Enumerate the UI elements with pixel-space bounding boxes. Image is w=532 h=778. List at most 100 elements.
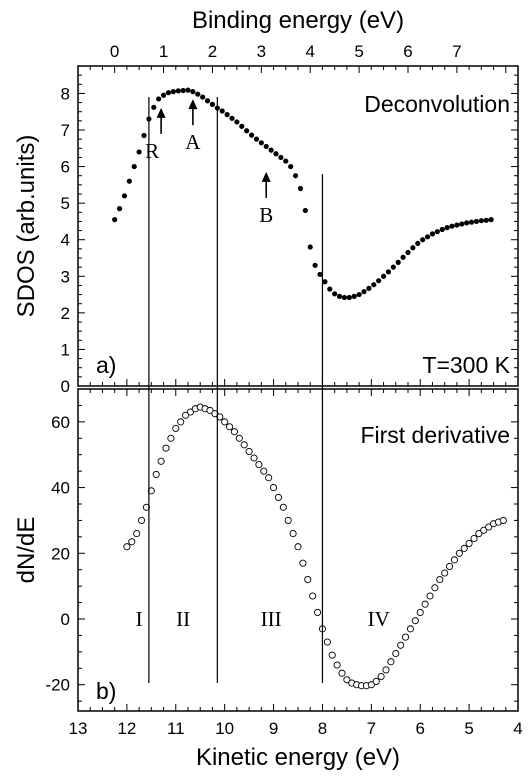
sdos-point xyxy=(424,234,431,240)
panel-b-series xyxy=(123,403,507,690)
derivative-point xyxy=(299,559,307,567)
sdos-point xyxy=(327,286,333,292)
bottom-axis-ticks: 13 12 11 10 9 8 7 6 5 4 xyxy=(69,379,523,738)
region-label: III xyxy=(261,607,282,631)
sdos-point xyxy=(464,220,470,226)
sdos-point xyxy=(449,223,455,229)
panel-a-series xyxy=(112,87,494,301)
region-labels: I II III IV xyxy=(136,607,390,631)
sdos-point xyxy=(136,149,142,155)
derivative-point xyxy=(255,461,263,469)
derivative-point xyxy=(475,530,483,538)
bottom-tick-label: 8 xyxy=(318,719,327,738)
sdos-point xyxy=(195,91,201,97)
derivative-point xyxy=(265,474,273,482)
derivative-point xyxy=(279,503,287,511)
derivative-point xyxy=(411,617,419,625)
bottom-tick-label: 5 xyxy=(464,719,473,738)
sdos-point xyxy=(288,163,294,170)
derivative-point xyxy=(367,681,375,689)
panel-a: 0 1 2 3 4 5 6 7 0 1 2 3 4 5 6 7 8 R A B Binding energy (e… xyxy=(13,7,519,396)
panel-a-y-tick-label: 7 xyxy=(61,121,70,140)
panel-a-y-tick-label: 1 xyxy=(61,340,70,359)
sdos-point xyxy=(322,279,328,285)
sdos-point xyxy=(332,291,338,297)
sdos-point xyxy=(121,193,128,199)
derivative-point xyxy=(274,493,282,501)
sdos-point xyxy=(170,89,176,95)
derivative-point xyxy=(426,592,434,600)
sdos-point xyxy=(175,88,181,94)
sdos-point xyxy=(151,104,157,110)
bottom-tick-label: 6 xyxy=(415,719,424,738)
sdos-point xyxy=(258,140,264,146)
derivative-point xyxy=(441,569,449,577)
sdos-point xyxy=(297,185,304,192)
derivative-point xyxy=(382,666,390,674)
derivative-point xyxy=(147,487,155,495)
derivative-point xyxy=(323,638,331,646)
sdos-point xyxy=(356,291,362,298)
sdos-point xyxy=(478,218,484,224)
arrow-head xyxy=(188,99,198,110)
sdos-point xyxy=(229,115,235,121)
bottom-tick-label: 10 xyxy=(215,719,234,738)
panel-b-y-tick-label: 0 xyxy=(61,610,70,629)
arrow-label: A xyxy=(185,130,201,154)
derivative-point xyxy=(333,661,341,669)
derivative-point xyxy=(470,534,478,543)
top-tick-label: 6 xyxy=(403,42,412,61)
sdos-point xyxy=(209,101,216,107)
derivative-point xyxy=(338,669,346,677)
derivative-point xyxy=(460,544,468,552)
sdos-point xyxy=(317,271,323,278)
derivative-point xyxy=(402,633,410,641)
top-tick-label: 0 xyxy=(110,42,119,61)
derivative-point xyxy=(406,625,414,633)
sdos-point xyxy=(141,132,147,139)
sdos-point xyxy=(341,294,348,301)
derivative-point xyxy=(138,516,146,524)
panel-a-y-tick-label: 5 xyxy=(61,194,70,213)
derivative-point xyxy=(270,484,278,492)
derivative-point xyxy=(465,539,473,547)
derivative-point xyxy=(387,658,395,666)
top-axis-ticks: 0 1 2 3 4 5 6 7 xyxy=(77,42,519,73)
sdos-point xyxy=(190,89,196,95)
derivative-point xyxy=(436,576,444,584)
sdos-point xyxy=(395,259,401,265)
sdos-point xyxy=(351,293,357,299)
sdos-point xyxy=(366,285,372,291)
derivative-point xyxy=(446,562,454,570)
derivative-point xyxy=(284,516,292,524)
sdos-point xyxy=(292,173,299,179)
sdos-point xyxy=(420,237,426,243)
bottom-tick-label: 12 xyxy=(117,719,136,738)
region-label: II xyxy=(176,607,190,631)
panel-a-label: a) xyxy=(96,352,116,378)
sdos-point xyxy=(126,178,132,184)
sdos-point xyxy=(219,108,225,114)
sdos-point xyxy=(263,143,269,150)
sdos-point xyxy=(380,273,387,279)
sdos-point xyxy=(336,293,343,299)
bottom-x-axis-label: Kinetic energy (eV) xyxy=(196,744,400,771)
panel-a-arrows: R A B xyxy=(145,99,273,227)
derivative-point xyxy=(499,516,507,524)
arrow-label: R xyxy=(145,139,159,163)
derivative-point xyxy=(157,457,165,465)
sdos-point xyxy=(165,90,172,96)
panel-b-label: b) xyxy=(96,678,116,704)
derivative-point xyxy=(133,530,141,538)
sdos-point xyxy=(483,217,489,223)
sdos-point xyxy=(248,132,255,138)
derivative-point xyxy=(343,676,351,684)
panel-b-annotation: First derivative xyxy=(360,422,510,448)
top-tick-label: 2 xyxy=(208,42,217,61)
sdos-point xyxy=(307,244,313,250)
panel-a-y-tick-label: 3 xyxy=(61,267,70,286)
top-tick-label: 3 xyxy=(257,42,266,61)
bottom-tick-label: 4 xyxy=(513,719,522,738)
derivative-point xyxy=(240,441,248,449)
